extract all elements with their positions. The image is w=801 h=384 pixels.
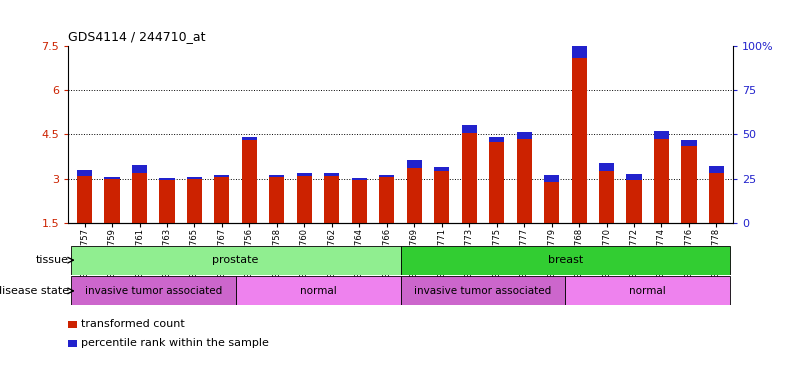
Bar <box>434 167 449 171</box>
Bar <box>70 246 400 275</box>
Bar <box>709 166 724 173</box>
Bar <box>242 137 257 140</box>
Text: normal: normal <box>630 286 666 296</box>
Bar <box>572 33 586 58</box>
Bar <box>682 140 697 146</box>
Text: disease state: disease state <box>0 286 69 296</box>
Bar <box>297 175 312 223</box>
Bar <box>77 170 92 175</box>
Bar <box>77 175 92 223</box>
Bar <box>434 171 449 223</box>
Bar <box>352 180 367 223</box>
Bar <box>626 180 642 223</box>
Bar <box>461 133 477 223</box>
Bar <box>400 246 731 275</box>
Text: transformed count: transformed count <box>81 319 184 329</box>
Bar <box>68 339 77 347</box>
Bar <box>599 163 614 171</box>
Text: normal: normal <box>300 286 336 296</box>
Bar <box>215 177 229 223</box>
Bar <box>400 276 566 305</box>
Bar <box>132 165 147 173</box>
Text: breast: breast <box>548 255 583 265</box>
Bar <box>572 58 586 223</box>
Bar <box>269 175 284 177</box>
Bar <box>489 137 504 142</box>
Bar <box>297 173 312 175</box>
Bar <box>159 180 175 223</box>
Bar <box>654 131 669 139</box>
Text: invasive tumor associated: invasive tumor associated <box>85 286 222 296</box>
Bar <box>599 171 614 223</box>
Bar <box>324 173 340 175</box>
Bar <box>709 173 724 223</box>
Bar <box>489 142 504 223</box>
Bar <box>242 140 257 223</box>
Bar <box>682 146 697 223</box>
Bar <box>68 321 77 328</box>
Bar <box>379 175 394 177</box>
Bar <box>626 174 642 180</box>
Bar <box>104 177 119 179</box>
Text: prostate: prostate <box>212 255 259 265</box>
Text: GDS4114 / 244710_at: GDS4114 / 244710_at <box>68 30 206 43</box>
Bar <box>517 139 532 223</box>
Bar <box>517 132 532 139</box>
Bar <box>215 175 229 177</box>
Bar <box>566 276 731 305</box>
Bar <box>654 139 669 223</box>
Bar <box>187 179 202 223</box>
Text: tissue: tissue <box>35 255 69 265</box>
Bar <box>352 178 367 180</box>
Bar <box>544 182 559 223</box>
Bar <box>104 179 119 223</box>
Bar <box>544 175 559 182</box>
Text: invasive tumor associated: invasive tumor associated <box>414 286 552 296</box>
Bar <box>379 177 394 223</box>
Bar <box>269 177 284 223</box>
Bar <box>70 276 235 305</box>
Bar <box>159 178 175 180</box>
Bar <box>407 168 422 223</box>
Bar <box>132 173 147 223</box>
Bar <box>324 175 340 223</box>
Bar <box>235 276 400 305</box>
Bar <box>461 125 477 133</box>
Text: percentile rank within the sample: percentile rank within the sample <box>81 338 268 348</box>
Bar <box>187 177 202 179</box>
Bar <box>407 160 422 168</box>
